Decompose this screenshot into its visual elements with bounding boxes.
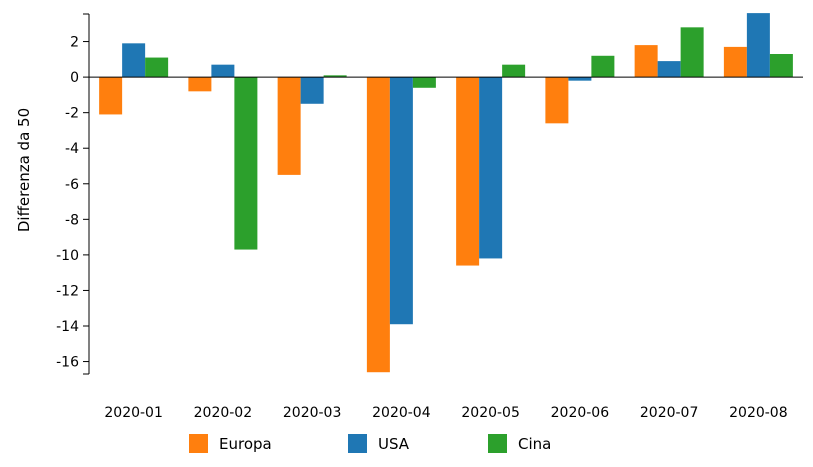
x-tick-label: 2020-06: [551, 405, 610, 421]
x-tick-label: 2020-04: [372, 405, 431, 421]
legend-swatch-europa: [189, 434, 208, 453]
x-axis: 2020-01 2020-02 2020-03 2020-04 2020-05 2020-…: [104, 405, 787, 421]
y-tick-label: -2: [65, 106, 79, 122]
bar-europa-2020-07: [634, 45, 658, 78]
x-tick-label: 2020-07: [640, 405, 699, 421]
y-tick-label: -10: [56, 248, 79, 264]
y-tick-label: -8: [65, 212, 79, 228]
y-axis: -16 -14 -12 -10 -8 -6 -4 -2 0 2: [56, 13, 90, 375]
y-tick-label: -12: [56, 283, 79, 299]
x-tick-label: 2020-02: [194, 405, 253, 421]
legend-label-cina: Cina: [518, 435, 551, 453]
x-tick-label: 2020-05: [461, 405, 520, 421]
bar-usa-2020-03: [300, 77, 324, 104]
bar-usa-2020-04: [389, 77, 413, 325]
bar-cina-2020-06: [591, 55, 615, 78]
legend: Europa USA Cina: [189, 434, 551, 453]
bar-usa-2020-05: [479, 77, 503, 259]
legend-swatch-cina: [488, 434, 507, 453]
plot-area: [89, 13, 803, 373]
y-tick-label: -14: [56, 319, 79, 335]
bar-usa-2020-02: [211, 64, 235, 78]
bar-usa-2020-06: [568, 77, 592, 81]
legend-swatch-usa: [348, 434, 367, 453]
y-tick-label: -16: [56, 355, 79, 371]
y-axis-title: Differenza da 50: [15, 108, 33, 232]
bar-usa-2020-08: [746, 13, 770, 78]
legend-label-usa: USA: [378, 435, 410, 453]
bar-europa-2020-04: [366, 77, 390, 373]
bar-cina-2020-04: [412, 77, 436, 88]
bar-usa-2020-01: [122, 43, 146, 78]
x-tick-label: 2020-01: [104, 405, 163, 421]
bar-europa-2020-05: [456, 77, 480, 266]
bar-cina-2020-03: [323, 75, 347, 78]
legend-label-europa: Europa: [219, 435, 272, 453]
bar-cina-2020-05: [502, 64, 526, 78]
bar-cina-2020-07: [680, 27, 704, 78]
y-tick-label: 2: [70, 35, 79, 51]
bar-cina-2020-08: [769, 54, 793, 78]
bar-europa-2020-01: [99, 77, 123, 115]
x-tick-label: 2020-03: [283, 405, 342, 421]
y-tick-label: -6: [65, 177, 79, 193]
x-tick-label: 2020-08: [729, 405, 788, 421]
bar-usa-2020-07: [657, 61, 681, 78]
bar-europa-2020-06: [545, 77, 569, 124]
bar-europa-2020-03: [277, 77, 301, 175]
bar-cina-2020-02: [234, 77, 258, 250]
bar-europa-2020-02: [188, 77, 212, 92]
bar-europa-2020-08: [723, 46, 747, 78]
y-tick-label: -4: [65, 141, 79, 157]
bar-cina-2020-01: [145, 57, 169, 78]
y-tick-label: 0: [70, 70, 79, 86]
